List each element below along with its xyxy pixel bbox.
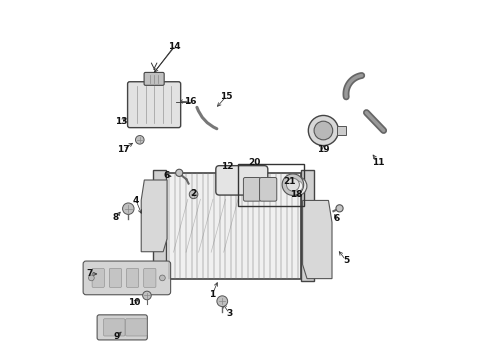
- Text: 17: 17: [117, 145, 130, 154]
- Text: 10: 10: [128, 298, 141, 307]
- Circle shape: [159, 275, 165, 281]
- Text: 4: 4: [133, 196, 139, 205]
- Polygon shape: [302, 201, 331, 279]
- Text: 3: 3: [226, 309, 232, 318]
- Text: 6: 6: [163, 171, 169, 180]
- FancyBboxPatch shape: [83, 261, 170, 295]
- Bar: [166, 173, 300, 279]
- Circle shape: [175, 169, 183, 176]
- Text: 1: 1: [209, 290, 215, 299]
- FancyBboxPatch shape: [259, 177, 276, 201]
- Bar: [336, 126, 346, 135]
- FancyBboxPatch shape: [103, 319, 125, 336]
- FancyBboxPatch shape: [243, 177, 260, 201]
- Text: 14: 14: [167, 42, 180, 51]
- Text: 15: 15: [219, 92, 232, 101]
- Circle shape: [292, 181, 302, 191]
- FancyBboxPatch shape: [143, 269, 156, 287]
- FancyBboxPatch shape: [97, 315, 147, 340]
- FancyBboxPatch shape: [109, 269, 121, 287]
- Text: 18: 18: [289, 190, 302, 199]
- Text: 6: 6: [332, 214, 339, 223]
- Circle shape: [313, 121, 332, 140]
- Circle shape: [282, 174, 303, 195]
- Polygon shape: [141, 180, 167, 252]
- Circle shape: [286, 178, 299, 191]
- Text: 19: 19: [317, 145, 329, 154]
- Bar: [300, 170, 314, 282]
- Text: 9: 9: [113, 332, 120, 341]
- Text: 8: 8: [112, 213, 119, 222]
- Text: 13: 13: [115, 117, 127, 126]
- Circle shape: [122, 203, 134, 215]
- Circle shape: [308, 116, 338, 145]
- FancyBboxPatch shape: [126, 269, 139, 287]
- Circle shape: [335, 205, 343, 212]
- Text: 16: 16: [183, 96, 196, 105]
- Text: 7: 7: [86, 269, 93, 278]
- Bar: [152, 170, 166, 282]
- Circle shape: [142, 291, 151, 300]
- Circle shape: [135, 135, 144, 144]
- Circle shape: [88, 275, 94, 281]
- Circle shape: [217, 296, 227, 307]
- Circle shape: [189, 190, 198, 199]
- Text: 21: 21: [283, 177, 295, 186]
- FancyBboxPatch shape: [92, 269, 104, 287]
- Bar: [238, 163, 304, 206]
- FancyBboxPatch shape: [144, 72, 164, 85]
- FancyBboxPatch shape: [127, 82, 180, 128]
- FancyBboxPatch shape: [125, 319, 147, 336]
- Circle shape: [287, 177, 306, 195]
- FancyBboxPatch shape: [215, 166, 267, 195]
- Text: 12: 12: [221, 162, 233, 171]
- Text: 11: 11: [371, 158, 384, 167]
- Text: 5: 5: [342, 256, 348, 265]
- Text: 2: 2: [190, 189, 196, 198]
- Text: 20: 20: [248, 158, 260, 167]
